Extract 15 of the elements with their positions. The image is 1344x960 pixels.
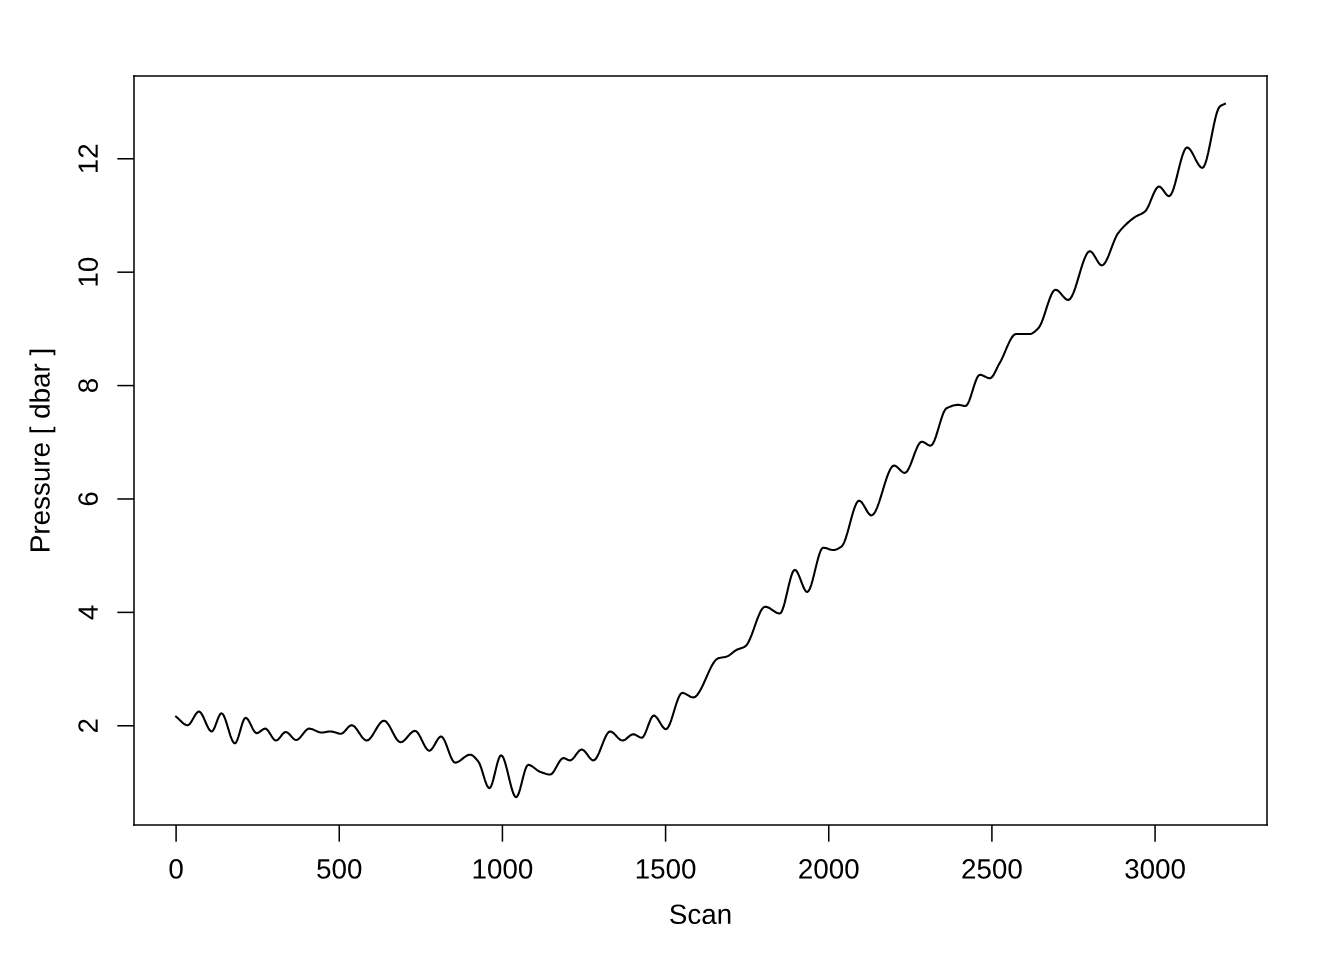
y-tick-label: 12 xyxy=(78,144,98,173)
y-axis-title: Pressure [ dbar ] xyxy=(29,349,56,551)
x-tick-label: 0 xyxy=(169,859,183,879)
x-tick-label: 500 xyxy=(317,859,362,879)
x-tick-label: 3000 xyxy=(1125,859,1185,879)
x-tick-label: 2000 xyxy=(799,859,859,879)
x-axis-title: Scan xyxy=(670,904,731,925)
x-tick-label: 1000 xyxy=(473,859,533,879)
y-tick-label: 10 xyxy=(78,257,98,286)
y-tick-label: 2 xyxy=(78,719,98,733)
x-tick-label: 2500 xyxy=(962,859,1022,879)
y-tick-label: 6 xyxy=(78,492,98,506)
y-tick-label: 4 xyxy=(78,605,98,620)
x-tick-label: 1500 xyxy=(636,859,696,879)
y-tick-label: 8 xyxy=(78,379,98,393)
